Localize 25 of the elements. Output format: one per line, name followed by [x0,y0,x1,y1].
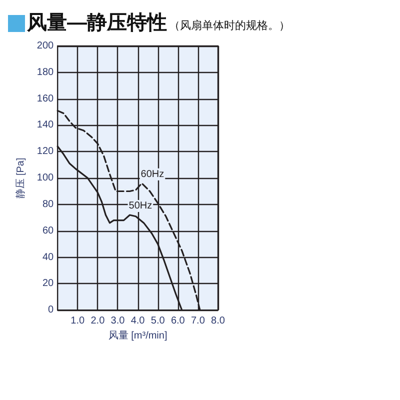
y-tick-label: 60 [42,225,54,236]
series-label: 60Hz [140,168,164,180]
x-tick-label: 6.0 [170,316,186,327]
y-tick-label: 80 [42,198,54,210]
x-tick-label: 8.0 [211,316,226,327]
y-tick-label: 120 [36,146,54,158]
chart-subtitle: （风扇单体时的规格。） [169,18,290,33]
y-tick-label: 100 [36,172,54,184]
y-tick-label: 20 [42,278,54,290]
y-tick-label: 0 [48,304,54,316]
x-tick-label: 1.0 [70,316,86,327]
y-tick-label: 200 [36,40,54,52]
x-tick-label: 5.0 [150,316,166,327]
x-axis-title: 风量 [m³/min] [108,330,168,342]
series-label: 50Hz [128,200,152,212]
chart-title: 风量—静压特性 [27,11,167,36]
y-tick-label: 140 [36,120,54,131]
y-tick-label: 180 [36,66,54,78]
x-tick-label: 7.0 [190,316,206,327]
y-axis-title: 静压 [Pa] [14,158,26,198]
x-tick-label: 3.0 [110,316,126,327]
x-tick-label: 4.0 [130,316,146,327]
y-tick-label: 40 [42,252,54,263]
y-tick-label: 160 [36,93,54,104]
x-tick-label: 2.0 [90,316,106,327]
